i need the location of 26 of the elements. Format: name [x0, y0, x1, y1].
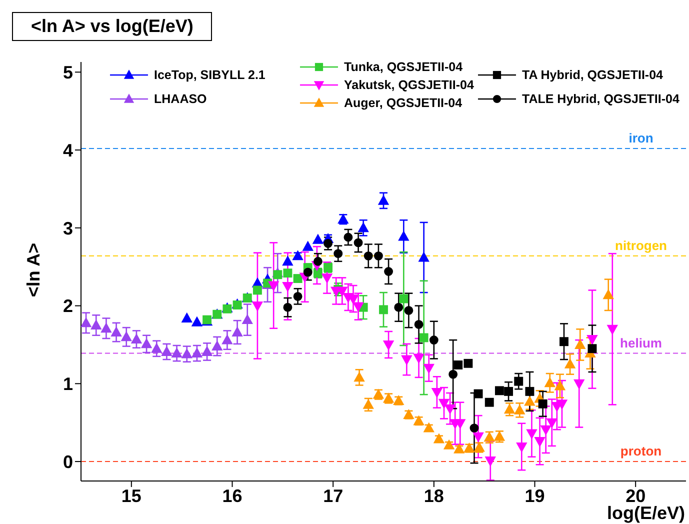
- legend-label: LHAASO: [154, 92, 207, 106]
- ref-line-label: iron: [628, 130, 654, 146]
- x-tick-label: 18: [424, 486, 444, 506]
- y-tick-label: 4: [62, 140, 73, 160]
- x-tick-label: 20: [626, 486, 646, 506]
- legend-label: Yakutsk, QGSJETII-04: [344, 78, 474, 92]
- y-tick-label: 3: [62, 218, 73, 238]
- y-tick-label: 1: [62, 374, 73, 394]
- legend-label: TA Hybrid, QGSJETII-04: [522, 68, 663, 82]
- ref-line-label: helium: [620, 335, 662, 350]
- x-tick-label: 19: [524, 486, 545, 506]
- legend-label: Auger, QGSJETII-04: [344, 96, 462, 110]
- legend-label: TALE Hybrid, QGSJETII-04: [522, 92, 680, 106]
- chart-title: <ln A> vs log(E/eV): [12, 12, 212, 41]
- y-tick-label: 2: [62, 296, 73, 316]
- x-tick-label: 16: [222, 486, 242, 506]
- y-tick-label: 0: [62, 452, 73, 472]
- y-tick-label: 5: [62, 62, 73, 83]
- x-tick-label: 15: [121, 486, 142, 506]
- legend-label: IceTop, SIBYLL 2.1: [154, 68, 266, 82]
- ref-line-label: nitrogen: [615, 238, 668, 253]
- x-tick-label: 17: [323, 486, 344, 506]
- legend-label: Tunka, QGSJETII-04: [344, 60, 463, 74]
- y-axis-title: <ln A>: [24, 242, 44, 298]
- x-axis-title: log(E/eV): [606, 503, 685, 524]
- ref-line-label: proton: [620, 444, 662, 459]
